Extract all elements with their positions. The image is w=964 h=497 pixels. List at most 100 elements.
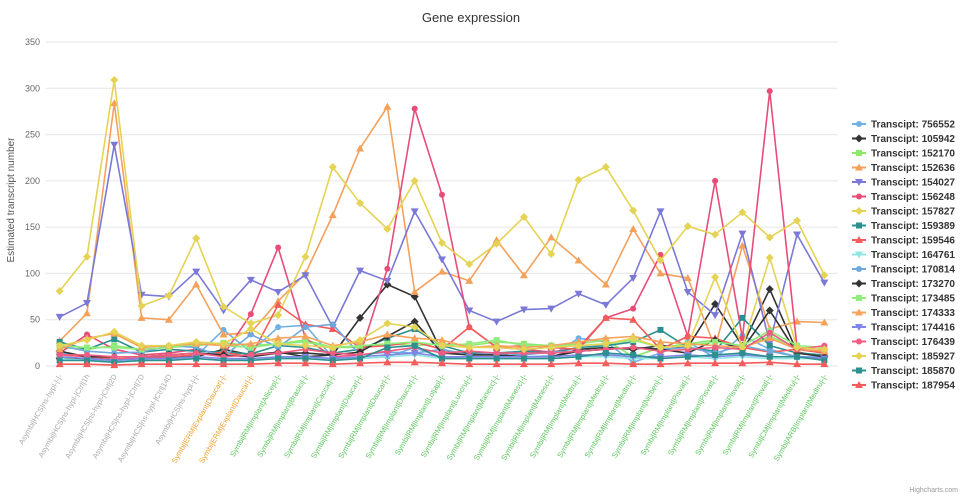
data-point[interactable] xyxy=(111,353,118,360)
data-point[interactable] xyxy=(82,360,91,368)
data-point[interactable] xyxy=(493,337,500,344)
data-point[interactable] xyxy=(328,324,337,332)
data-point[interactable] xyxy=(164,341,173,350)
data-point[interactable] xyxy=(547,249,556,258)
data-point[interactable] xyxy=(410,350,419,358)
data-point[interactable] xyxy=(274,288,283,296)
data-point[interactable] xyxy=(357,355,364,362)
data-point[interactable] xyxy=(83,344,90,351)
data-point[interactable] xyxy=(657,326,664,333)
data-point[interactable] xyxy=(384,265,391,272)
data-point[interactable] xyxy=(219,339,228,348)
data-point[interactable] xyxy=(766,353,773,360)
data-point[interactable] xyxy=(820,271,829,280)
data-point[interactable] xyxy=(111,336,118,343)
data-point[interactable] xyxy=(547,305,556,313)
data-point[interactable] xyxy=(383,224,392,233)
data-point[interactable] xyxy=(246,324,255,333)
data-point[interactable] xyxy=(465,360,474,368)
data-point[interactable] xyxy=(519,360,528,368)
data-point[interactable] xyxy=(328,343,337,352)
data-point[interactable] xyxy=(275,244,282,251)
data-point[interactable] xyxy=(519,306,528,314)
data-point[interactable] xyxy=(520,355,527,362)
data-point[interactable] xyxy=(711,273,720,282)
data-point[interactable] xyxy=(765,334,774,342)
legend-item[interactable]: Transcipt: 185927 xyxy=(852,352,955,363)
data-point[interactable] xyxy=(820,318,829,326)
data-point[interactable] xyxy=(657,355,664,362)
data-point[interactable] xyxy=(547,233,556,241)
data-point[interactable] xyxy=(247,311,254,318)
data-point[interactable] xyxy=(383,277,392,285)
data-point[interactable] xyxy=(82,300,91,308)
data-point[interactable] xyxy=(192,234,201,243)
data-point[interactable] xyxy=(438,341,446,350)
data-point[interactable] xyxy=(274,334,283,342)
data-point[interactable] xyxy=(793,231,802,239)
legend-item[interactable]: Transcipt: 187954 xyxy=(852,381,955,392)
data-point[interactable] xyxy=(656,208,665,216)
data-point[interactable] xyxy=(55,360,64,368)
data-point[interactable] xyxy=(766,329,773,336)
data-point[interactable] xyxy=(111,344,118,351)
legend-item[interactable]: Transcipt: 105942 xyxy=(852,134,955,145)
data-point[interactable] xyxy=(192,268,201,276)
data-point[interactable] xyxy=(574,290,583,298)
legend-item[interactable]: Transcipt: 174416 xyxy=(852,323,955,334)
data-point[interactable] xyxy=(465,343,474,352)
data-point[interactable] xyxy=(439,191,445,198)
data-point[interactable] xyxy=(274,297,283,305)
data-point[interactable] xyxy=(793,343,802,352)
legend-item[interactable]: Transcipt: 170814 xyxy=(852,265,955,276)
legend-marker[interactable] xyxy=(855,163,863,171)
data-point[interactable] xyxy=(601,280,610,288)
data-point[interactable] xyxy=(410,317,419,326)
data-point[interactable] xyxy=(410,323,419,332)
data-point[interactable] xyxy=(110,75,119,84)
data-point[interactable] xyxy=(574,175,583,184)
data-point[interactable] xyxy=(492,343,501,352)
data-point[interactable] xyxy=(712,344,719,351)
data-point[interactable] xyxy=(629,315,638,323)
data-point[interactable] xyxy=(384,340,391,347)
data-point[interactable] xyxy=(246,276,255,284)
data-point[interactable] xyxy=(274,311,283,320)
data-point[interactable] xyxy=(246,319,255,328)
legend-item[interactable]: Transcipt: 154027 xyxy=(852,178,955,189)
data-point[interactable] xyxy=(630,344,637,351)
data-point[interactable] xyxy=(547,360,556,368)
data-point[interactable] xyxy=(328,360,337,368)
data-point[interactable] xyxy=(275,355,282,362)
data-point[interactable] xyxy=(302,324,309,331)
data-point[interactable] xyxy=(711,359,720,367)
data-point[interactable] xyxy=(711,299,720,308)
legend-marker[interactable] xyxy=(856,150,862,156)
data-point[interactable] xyxy=(711,312,720,320)
data-point[interactable] xyxy=(219,360,228,368)
data-point[interactable] xyxy=(356,359,365,367)
legend-item[interactable]: Transcipt: 756552 xyxy=(852,120,955,131)
data-point[interactable] xyxy=(656,337,665,345)
data-point[interactable] xyxy=(656,343,665,352)
legend-item[interactable]: Transcipt: 185870 xyxy=(852,366,955,377)
legend-marker[interactable] xyxy=(855,236,863,243)
legend-marker[interactable] xyxy=(855,308,863,316)
data-point[interactable] xyxy=(738,241,747,249)
data-point[interactable] xyxy=(492,318,501,326)
legend-marker[interactable] xyxy=(856,193,862,200)
data-point[interactable] xyxy=(110,99,119,107)
legend-marker[interactable] xyxy=(855,179,863,186)
data-point[interactable] xyxy=(55,313,64,321)
legend-item[interactable]: Transcipt: 159389 xyxy=(852,221,955,232)
data-point[interactable] xyxy=(439,350,445,357)
data-point[interactable] xyxy=(684,353,691,360)
data-point[interactable] xyxy=(164,315,173,323)
data-point[interactable] xyxy=(712,351,719,358)
data-point[interactable] xyxy=(301,252,310,261)
data-point[interactable] xyxy=(574,341,583,350)
data-point[interactable] xyxy=(55,341,64,350)
data-point[interactable] xyxy=(738,208,747,217)
data-point[interactable] xyxy=(356,144,365,152)
data-point[interactable] xyxy=(356,336,365,345)
